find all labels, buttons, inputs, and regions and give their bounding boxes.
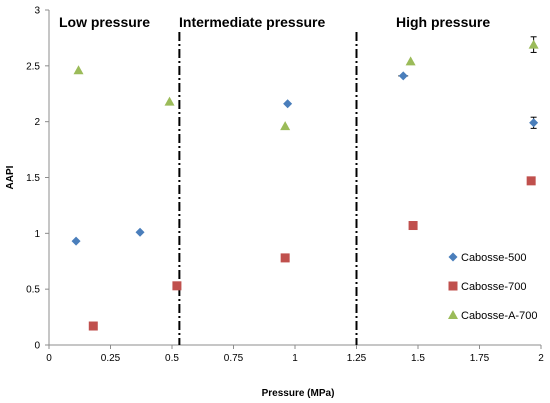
y-tick-label: 2 xyxy=(34,117,40,128)
axis-ticks: 0 0.25 0.5 0.75 1 1.25 1.5 1.75 2 0 0.5 1 1.5 2 2.5 3 xyxy=(26,6,544,365)
x-tick-label: 1 xyxy=(292,353,298,364)
x-tick-label: 2 xyxy=(538,353,544,364)
x-tick-label: 0.25 xyxy=(101,353,121,364)
x-tick-label: 1.75 xyxy=(470,353,490,364)
cabosse-500-point xyxy=(71,236,81,246)
x-tick-label: 1.25 xyxy=(347,353,367,364)
y-tick-label: 1.5 xyxy=(26,173,40,184)
legend-marker xyxy=(448,310,458,319)
cabosse-500-point xyxy=(529,118,539,128)
legend-label: Cabosse-700 xyxy=(461,281,526,293)
x-tick-label: 1.5 xyxy=(411,353,425,364)
y-tick-label: 0.5 xyxy=(26,285,40,296)
region-label: Low pressure xyxy=(59,14,150,30)
cabosse-a-700-point xyxy=(528,39,539,49)
x-tick-label: 0.5 xyxy=(165,353,179,364)
cabosse-a-700-point xyxy=(73,65,84,75)
cabosse-a-700-point xyxy=(405,56,416,66)
legend-marker xyxy=(448,281,458,291)
cabosse-700-point xyxy=(408,221,418,231)
plot-area xyxy=(48,10,541,346)
cabosse-700-point xyxy=(88,321,98,331)
cabosse-700-point xyxy=(172,281,182,291)
y-tick-label: 0 xyxy=(34,341,40,352)
legend: Cabosse-500 Cabosse-700 Cabosse-A-700 xyxy=(448,252,537,322)
cabosse-700-point xyxy=(526,176,536,186)
cabosse-500-point xyxy=(283,99,293,109)
region-boundaries xyxy=(178,32,358,345)
region-label: High pressure xyxy=(396,14,490,30)
data-markers xyxy=(71,36,539,331)
x-tick-label: 0.75 xyxy=(224,353,244,364)
cabosse-500-point xyxy=(135,227,145,237)
cabosse-500-point xyxy=(398,71,408,81)
y-axis-title: AAPI xyxy=(5,165,16,189)
y-tick-label: 1 xyxy=(34,229,40,240)
y-tick-label: 2.5 xyxy=(26,61,40,72)
legend-label: Cabosse-500 xyxy=(461,252,526,264)
cabosse-a-700-point xyxy=(280,121,291,131)
x-tick-label: 0 xyxy=(46,353,52,364)
region-labels: Low pressure Intermediate pressure High pr… xyxy=(59,14,490,30)
y-tick-label: 3 xyxy=(34,6,40,17)
legend-label: Cabosse-A-700 xyxy=(461,310,537,322)
cabosse-a-700-point xyxy=(164,96,175,106)
legend-marker xyxy=(448,252,458,262)
x-axis-title: Pressure (MPa) xyxy=(262,388,335,399)
cabosse-700-point xyxy=(280,253,290,263)
region-label: Intermediate pressure xyxy=(179,14,325,30)
